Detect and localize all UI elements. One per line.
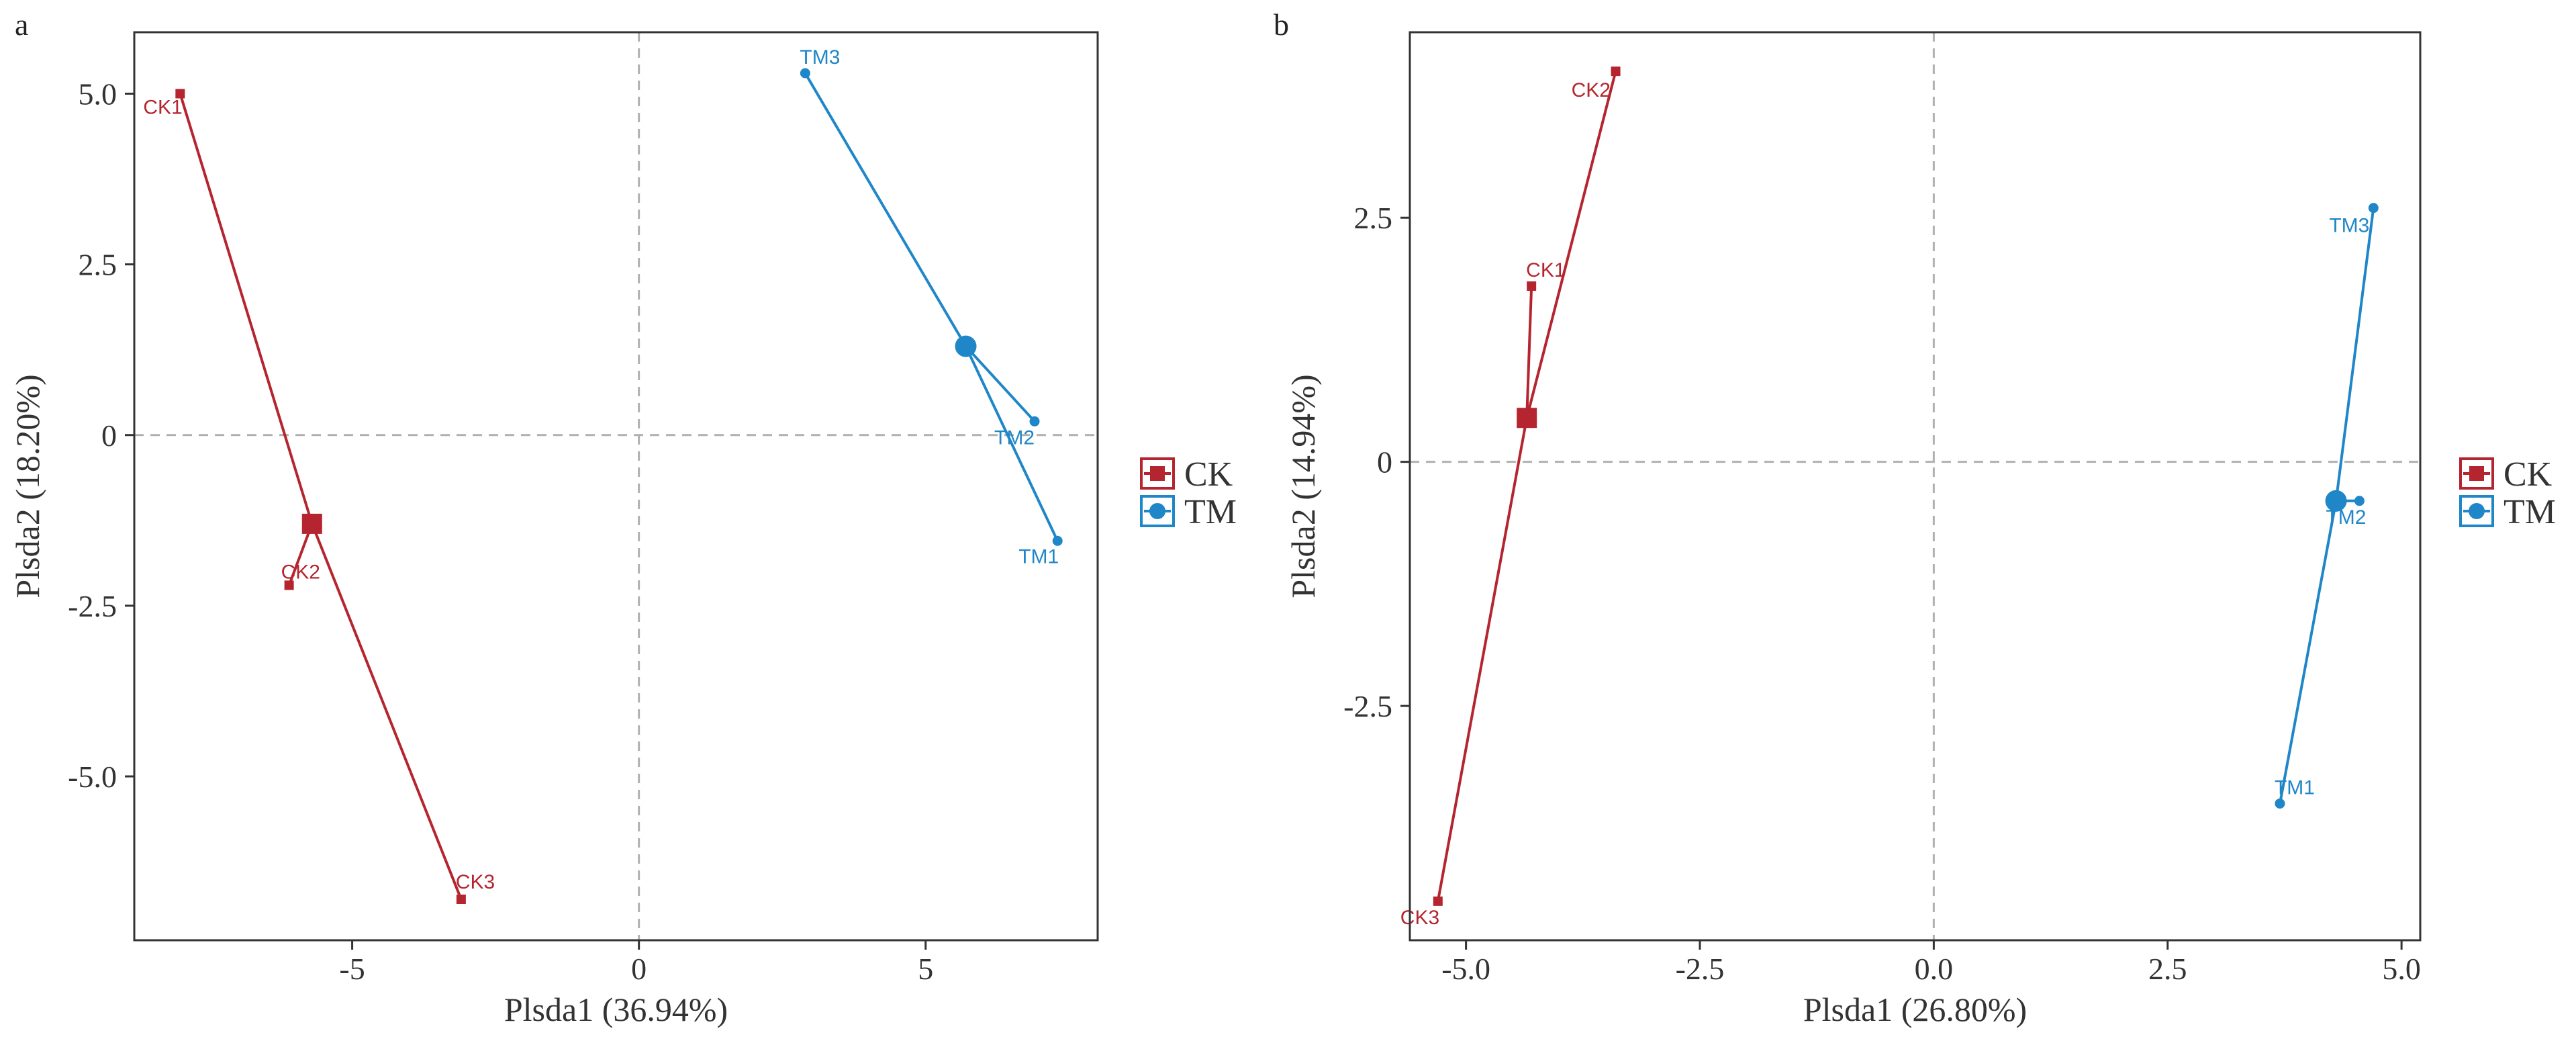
y-tick-label: 2.5 xyxy=(1354,201,1393,235)
spoke-line xyxy=(1525,285,1533,418)
y-tick-label: -2.5 xyxy=(68,589,117,623)
point-label: CK2 xyxy=(281,561,320,583)
y-tick-label: 2.5 xyxy=(79,248,117,282)
data-point xyxy=(2354,496,2365,506)
y-tick-label: 5.0 xyxy=(79,77,117,111)
data-point xyxy=(1433,896,1443,906)
point-label: TM3 xyxy=(2329,215,2369,237)
y-tick-label: 0 xyxy=(101,418,117,453)
y-axis-title: Plsda2 (14.94%) xyxy=(1284,374,1322,598)
y-axis-title: Plsda2 (18.20%) xyxy=(9,374,46,598)
x-tick-label: 0.0 xyxy=(1915,952,1954,986)
y-tick-label: -2.5 xyxy=(1343,689,1392,723)
legend-key-marker xyxy=(2469,503,2485,519)
legend-label: CK xyxy=(1184,455,1233,494)
series-tm: TM1 TM2 TM3 xyxy=(800,46,1063,568)
point-label: CK3 xyxy=(456,871,495,893)
x-tick-label: -2.5 xyxy=(1676,952,1725,986)
x-axis-title: Plsda1 (26.80%) xyxy=(1803,991,2027,1028)
x-tick-label: 5 xyxy=(918,952,933,986)
centroid-marker xyxy=(1517,408,1537,428)
point-label: TM3 xyxy=(800,46,840,69)
data-point xyxy=(175,89,185,99)
x-axis-title: Plsda1 (36.94%) xyxy=(504,991,728,1028)
legend-label: CK xyxy=(2503,455,2553,494)
spoke-line xyxy=(2334,208,2375,502)
data-point xyxy=(1029,416,1040,426)
plot-frame xyxy=(1409,31,2422,942)
x-tick-label: 5.0 xyxy=(2382,952,2421,986)
legend-item-ck: CK xyxy=(2459,455,2553,494)
series-ck: CK1 CK2 CK3 xyxy=(143,89,495,905)
legend-item-ck: CK xyxy=(1140,455,1233,494)
x-tick-label: -5 xyxy=(339,952,365,986)
data-point xyxy=(2368,203,2379,214)
spoke-line xyxy=(964,345,1059,542)
chart-panel-a: a CK1 CK2 CK3 TM1 TM2 TM3 -5 0 5 5.0 2.5 0 -2.5 -5.0 Pl… xyxy=(9,7,1237,1028)
data-point xyxy=(284,580,294,590)
legend-key-marker xyxy=(1150,466,1165,481)
data-point xyxy=(1527,281,1537,291)
plot-frame xyxy=(133,31,1099,942)
spoke-line xyxy=(804,72,967,347)
legend-item-tm: TM xyxy=(2459,493,2556,531)
x-tick-label: 2.5 xyxy=(2148,952,2187,986)
panel-label: b xyxy=(1274,7,1289,42)
legend-label: TM xyxy=(2503,493,2556,531)
legend-key-marker xyxy=(1149,503,1165,519)
spoke-line xyxy=(2279,500,2338,804)
y-tick-label: 0 xyxy=(1377,445,1392,480)
spoke-line xyxy=(287,523,314,586)
legend-item-tm: TM xyxy=(1140,493,1237,531)
point-label: CK2 xyxy=(1572,79,1611,101)
legend-key-marker xyxy=(2469,466,2484,481)
point-label: CK3 xyxy=(1400,907,1439,929)
data-point xyxy=(2275,798,2285,809)
spoke-line xyxy=(179,93,314,525)
data-point xyxy=(456,895,466,905)
y-tick-label: -5.0 xyxy=(68,760,117,794)
spoke-line xyxy=(1525,71,1617,418)
panel-label: a xyxy=(15,7,28,42)
centroid-marker xyxy=(301,513,322,534)
centroid-marker xyxy=(2325,490,2347,512)
spoke-line xyxy=(1436,417,1529,902)
point-label: CK1 xyxy=(143,96,182,118)
data-point xyxy=(1052,535,1063,546)
data-point xyxy=(800,68,810,79)
spoke-line xyxy=(965,345,1036,422)
data-point xyxy=(1611,66,1621,77)
spoke-line xyxy=(310,523,463,900)
x-tick-label: 0 xyxy=(631,952,647,986)
centroid-marker xyxy=(955,335,977,357)
point-label: TM1 xyxy=(1018,545,1059,568)
series-ck: CK1 CK2 CK3 xyxy=(1400,66,1621,929)
point-label: TM2 xyxy=(994,426,1035,449)
legend-label: TM xyxy=(1184,493,1237,531)
point-label: TM1 xyxy=(2275,776,2315,799)
x-tick-label: -5.0 xyxy=(1441,952,1490,986)
point-label: CK1 xyxy=(1526,259,1565,281)
